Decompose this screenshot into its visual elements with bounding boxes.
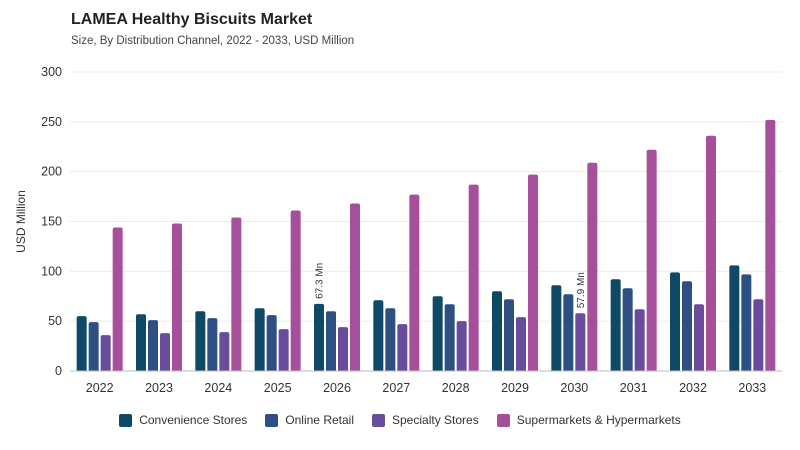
bar-online-retail-2024: [207, 318, 218, 371]
bar-convenience-stores-2026: [314, 303, 324, 371]
y-tick-label: 50: [48, 314, 62, 328]
bar-convenience-stores-2022: [76, 316, 87, 371]
y-tick-label: 200: [41, 165, 62, 179]
bar-supermarkets-hypermarkets-2027: [409, 194, 420, 371]
x-tick-label: 2032: [679, 381, 707, 395]
bar-online-retail-2028: [444, 304, 455, 371]
bar-specialty-stores-2022: [100, 335, 111, 371]
bar-online-retail-2029: [504, 299, 514, 371]
legend-swatch: [265, 413, 279, 427]
bar-online-retail-2025: [266, 315, 277, 371]
bar-specialty-stores-2023: [160, 333, 170, 371]
bar-online-retail-2022: [88, 322, 99, 371]
legend-label: Convenience Stores: [139, 413, 248, 427]
bar-specialty-stores-2032: [694, 304, 704, 371]
chart-title: LAMEA Healthy Biscuits Market: [71, 11, 313, 28]
bar-supermarkets-hypermarkets-2026: [350, 203, 360, 371]
bar-supermarkets-hypermarkets-2023: [172, 223, 182, 371]
x-tick-label: 2025: [264, 381, 292, 395]
bar-convenience-stores-2029: [492, 291, 502, 371]
data-label: 57.9 Mn: [576, 272, 587, 308]
legend: Convenience Stores Online Retail Special…: [0, 413, 800, 427]
bar-convenience-stores-2027: [373, 300, 384, 371]
bar-specialty-stores-2028: [456, 321, 467, 371]
y-axis-label: USD Million: [14, 190, 28, 253]
x-tick-label: 2027: [382, 381, 410, 395]
bar-convenience-stores-2030: [551, 285, 562, 371]
x-tick-label: 2022: [86, 381, 114, 395]
legend-item-specialty-stores: Specialty Stores: [372, 413, 479, 427]
bar-online-retail-2023: [148, 320, 158, 371]
bar-convenience-stores-2025: [254, 308, 265, 371]
y-tick-label: 0: [55, 364, 62, 378]
legend-swatch: [119, 413, 133, 427]
bar-supermarkets-hypermarkets-2022: [112, 227, 123, 371]
bar-online-retail-2026: [326, 311, 336, 371]
bar-specialty-stores-2025: [278, 329, 289, 371]
bar-supermarkets-hypermarkets-2028: [468, 184, 479, 371]
bar-chart: 0 50 100 150 200 250 300 USD Million 2022 2023 202…: [14, 65, 782, 395]
legend-label: Online Retail: [285, 413, 354, 427]
y-tick-label: 300: [41, 65, 62, 79]
legend-item-online-retail: Online Retail: [265, 413, 354, 427]
y-tick-label: 250: [41, 115, 62, 129]
x-tick-label: 2028: [442, 381, 470, 395]
x-tick-label: 2033: [738, 381, 766, 395]
chart-subtitle: Size, By Distribution Channel, 2022 - 20…: [71, 35, 355, 47]
x-tick-label: 2030: [560, 381, 588, 395]
bar-specialty-stores-2033: [753, 299, 764, 371]
bar-convenience-stores-2028: [432, 296, 443, 371]
bar-online-retail-2032: [682, 281, 692, 371]
bar-specialty-stores-2030: [575, 313, 586, 371]
bar-specialty-stores-2031: [634, 309, 645, 371]
x-tick-label: 2023: [145, 381, 173, 395]
bar-supermarkets-hypermarkets-2030: [587, 162, 598, 371]
bar-convenience-stores-2032: [670, 272, 680, 371]
x-tick-label: 2031: [620, 381, 648, 395]
legend-label: Supermarkets & Hypermarkets: [516, 413, 681, 427]
y-tick-label: 150: [41, 215, 62, 229]
legend-item-supermarkets-hypermarkets: Supermarkets & Hypermarkets: [496, 413, 681, 427]
legend-label: Specialty Stores: [392, 413, 479, 427]
legend-swatch: [372, 413, 385, 427]
x-tick-label: 2026: [323, 381, 351, 395]
bar-online-retail-2030: [563, 294, 574, 371]
bar-supermarkets-hypermarkets-2025: [290, 210, 301, 371]
bar-convenience-stores-2031: [610, 279, 621, 371]
x-tick-label: 2029: [501, 381, 529, 395]
bar-specialty-stores-2024: [219, 332, 230, 371]
bar-specialty-stores-2026: [338, 327, 348, 371]
legend-item-convenience-stores: Convenience Stores: [119, 413, 247, 427]
legend-swatch: [496, 413, 510, 427]
bar-online-retail-2033: [741, 274, 752, 371]
data-label: 67.3 Mn: [315, 263, 326, 299]
x-tick-label: 2024: [204, 381, 232, 395]
bar-specialty-stores-2027: [397, 324, 408, 371]
bar-convenience-stores-2023: [136, 314, 146, 371]
bar-online-retail-2031: [622, 288, 633, 371]
bar-supermarkets-hypermarkets-2031: [646, 149, 657, 371]
bar-specialty-stores-2029: [516, 317, 526, 371]
bar-convenience-stores-2033: [729, 265, 740, 371]
bar-online-retail-2027: [385, 308, 396, 371]
y-tick-label: 100: [41, 264, 62, 278]
bar-supermarkets-hypermarkets-2033: [765, 119, 776, 371]
bar-convenience-stores-2024: [195, 311, 206, 371]
bar-supermarkets-hypermarkets-2024: [231, 217, 242, 371]
bar-supermarkets-hypermarkets-2029: [528, 174, 538, 371]
bar-supermarkets-hypermarkets-2032: [706, 135, 716, 371]
